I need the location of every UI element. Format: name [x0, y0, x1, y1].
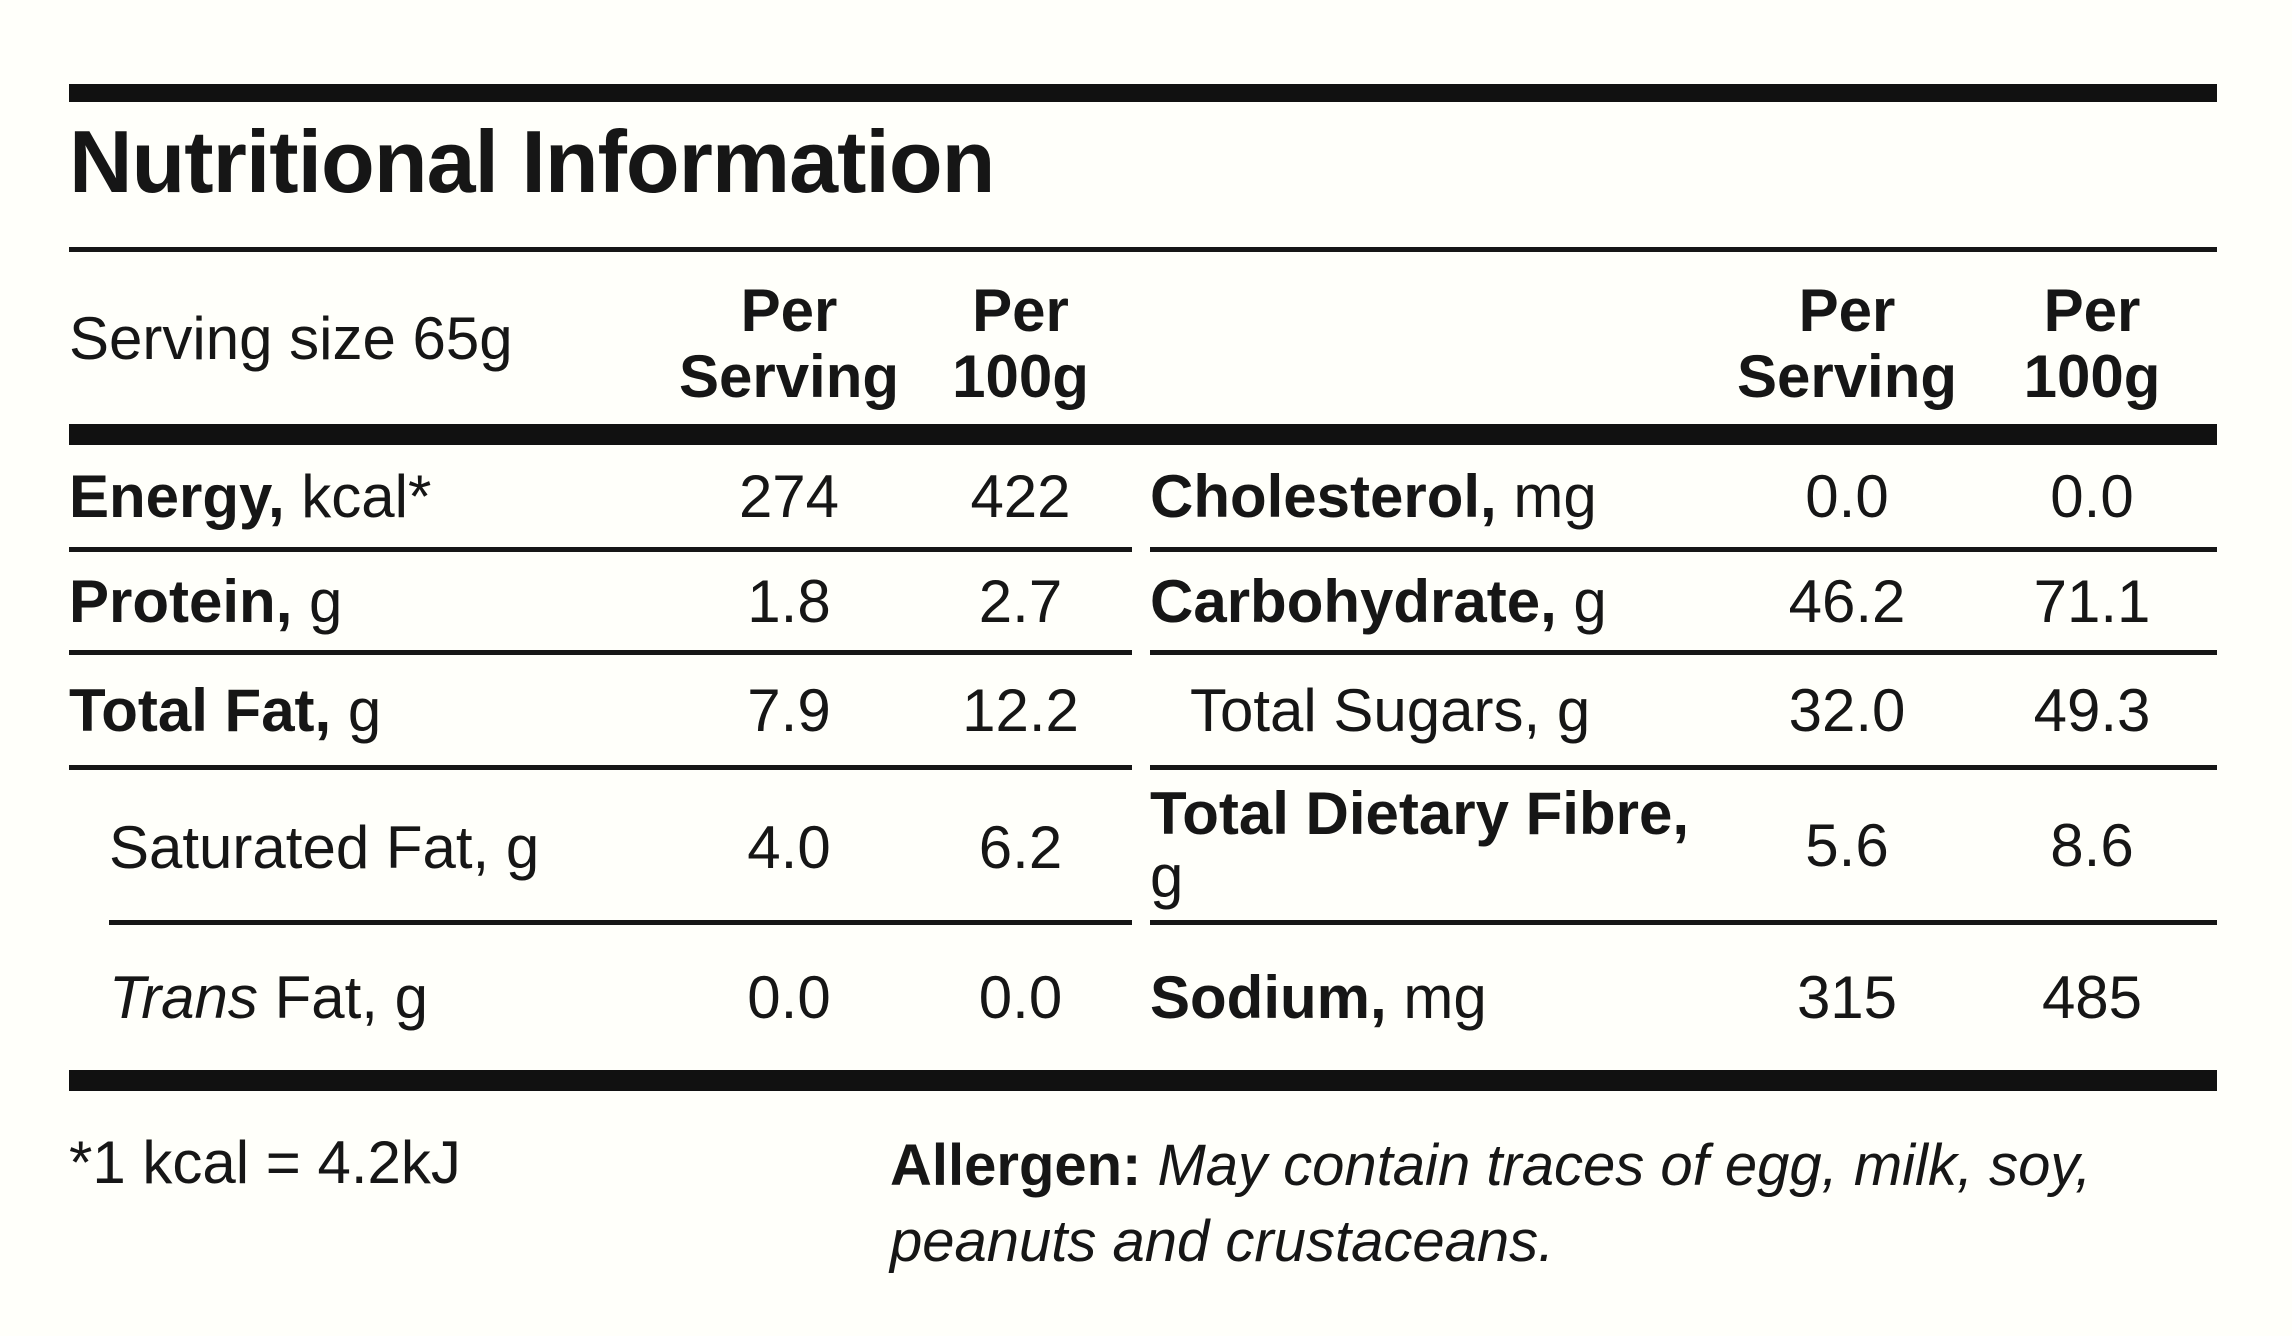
header-spacer — [1150, 252, 1727, 424]
value-per-serving: 7.9 — [747, 676, 831, 744]
column-header-per-serving-right: Per Serving — [1727, 278, 1967, 424]
nutrient-name: Carbohydrate, — [1150, 567, 1557, 635]
nutrient-name: Total Sugars, g — [1190, 676, 1591, 744]
allergen-label: Allergen: — [890, 1133, 1142, 1198]
nutrient-unit: g — [1150, 843, 1184, 910]
value-per-serving: 0.0 — [1805, 462, 1889, 530]
value-per-100g: 0.0 — [2050, 462, 2134, 530]
nutrient-name: Total Fat, — [69, 676, 332, 744]
row-total-fat: Total Fat, g 7.9 12.2 — [69, 655, 1132, 770]
header-right-half: Per Serving Per 100g — [1150, 252, 2217, 424]
nutrient-label: Total Fat, g — [69, 679, 669, 742]
nutrient-label: Trans Fat, g — [69, 966, 669, 1029]
nutrient-table-left: Energy, kcal* 274 422 Protein, g 1.8 2.7… — [69, 445, 1132, 1070]
page-title: Nutritional Information — [69, 112, 995, 211]
row-energy: Energy, kcal* 274 422 — [69, 445, 1132, 552]
value-per-100g: 12.2 — [962, 676, 1079, 744]
row-saturated-fat: Saturated Fat, g 4.0 6.2 — [69, 770, 1132, 925]
top-border-bar — [69, 84, 2217, 102]
nutrient-unit: g — [331, 676, 382, 744]
value-per-serving: 1.8 — [747, 567, 831, 635]
nutrient-name: Total Dietary Fibre, — [1150, 780, 1690, 847]
value-per-100g: 6.2 — [978, 814, 1063, 881]
nutrient-name: Sodium, — [1150, 964, 1387, 1031]
row-cholesterol: Cholesterol, mg 0.0 0.0 — [1150, 445, 2217, 552]
per-100g-line2: 100g — [952, 343, 1089, 410]
per-100g-line1: Per — [2043, 277, 2141, 344]
nutrient-label: Protein, g — [69, 570, 669, 633]
nutrient-label: Total Sugars, g — [1150, 679, 1727, 742]
allergen-text: May contain traces of egg, milk, soy, pe… — [890, 1133, 2092, 1274]
nutrient-label: Energy, kcal* — [69, 465, 669, 528]
nutrient-table-right: Cholesterol, mg 0.0 0.0 Carbohydrate, g … — [1150, 445, 2217, 1070]
header-left-half: Serving size 65g Per Serving Per 100g — [69, 252, 1132, 424]
value-per-serving: 46.2 — [1788, 567, 1906, 635]
row-trans-fat: Trans Fat, g 0.0 0.0 — [69, 925, 1132, 1070]
nutrient-name: Protein, — [69, 567, 293, 635]
nutrient-name: Energy, — [69, 462, 285, 530]
nutrient-label: Cholesterol, mg — [1150, 465, 1727, 528]
column-header-per-serving-left: Per Serving — [669, 278, 909, 424]
value-per-100g: 71.1 — [2033, 567, 2151, 635]
nutrient-name: Trans — [109, 964, 258, 1031]
value-per-serving: 4.0 — [747, 814, 831, 881]
value-per-serving: 5.6 — [1805, 811, 1889, 879]
row-protein: Protein, g 1.8 2.7 — [69, 552, 1132, 655]
value-per-serving: 274 — [738, 462, 840, 530]
per-serving-line1: Per — [1798, 277, 1896, 344]
nutrient-unit: g — [292, 567, 343, 635]
nutrient-unit: mg — [1496, 462, 1597, 530]
column-header-per-100g-right: Per 100g — [1967, 278, 2217, 424]
nutrient-name: Saturated Fat, g — [109, 814, 540, 881]
value-per-100g: 422 — [970, 462, 1071, 530]
value-per-serving: 32.0 — [1788, 676, 1906, 744]
table-header: Serving size 65g Per Serving Per 100g Pe… — [69, 252, 2217, 424]
allergen-note: Allergen: May contain traces of egg, mil… — [890, 1128, 2240, 1280]
nutrient-label: Total Dietary Fibre, g — [1150, 782, 1727, 908]
per-serving-line1: Per — [740, 277, 838, 344]
header-separator-bar — [69, 424, 2217, 445]
per-serving-line2: Serving — [1736, 343, 1958, 410]
per-100g-line2: 100g — [2023, 343, 2161, 410]
value-per-100g: 8.6 — [2050, 811, 2134, 879]
serving-size-note: Serving size 65g — [69, 304, 513, 372]
row-total-sugars: Total Sugars, g 32.0 49.3 — [1150, 655, 2217, 770]
value-per-100g: 49.3 — [2033, 676, 2151, 744]
nutrient-label: Sodium, mg — [1150, 966, 1727, 1029]
nutrient-unit: kcal* — [284, 462, 432, 530]
row-carbohydrate: Carbohydrate, g 46.2 71.1 — [1150, 552, 2217, 655]
row-sodium: Sodium, mg 315 485 — [1150, 925, 2217, 1070]
nutrient-unit: g — [1556, 567, 1607, 635]
kcal-conversion-note: *1 kcal = 4.2kJ — [69, 1129, 461, 1196]
nutrient-unit: Fat, g — [257, 964, 428, 1031]
value-per-100g: 485 — [2041, 964, 2143, 1031]
value-per-serving: 315 — [1796, 964, 1898, 1031]
nutrient-name: Cholesterol, — [1150, 462, 1497, 530]
row-dietary-fibre: Total Dietary Fibre, g 5.6 8.6 — [1150, 770, 2217, 925]
bottom-border-bar — [69, 1070, 2217, 1091]
column-header-per-100g-left: Per 100g — [909, 278, 1132, 424]
per-100g-line1: Per — [972, 277, 1069, 344]
value-per-serving: 0.0 — [747, 964, 831, 1031]
value-per-100g: 2.7 — [978, 567, 1063, 635]
nutrient-unit: mg — [1386, 964, 1487, 1031]
per-serving-line2: Serving — [678, 343, 900, 410]
value-per-100g: 0.0 — [978, 964, 1063, 1031]
nutrient-label: Saturated Fat, g — [69, 816, 669, 879]
title-divider-rule — [69, 247, 2217, 252]
nutrient-label: Carbohydrate, g — [1150, 570, 1727, 633]
